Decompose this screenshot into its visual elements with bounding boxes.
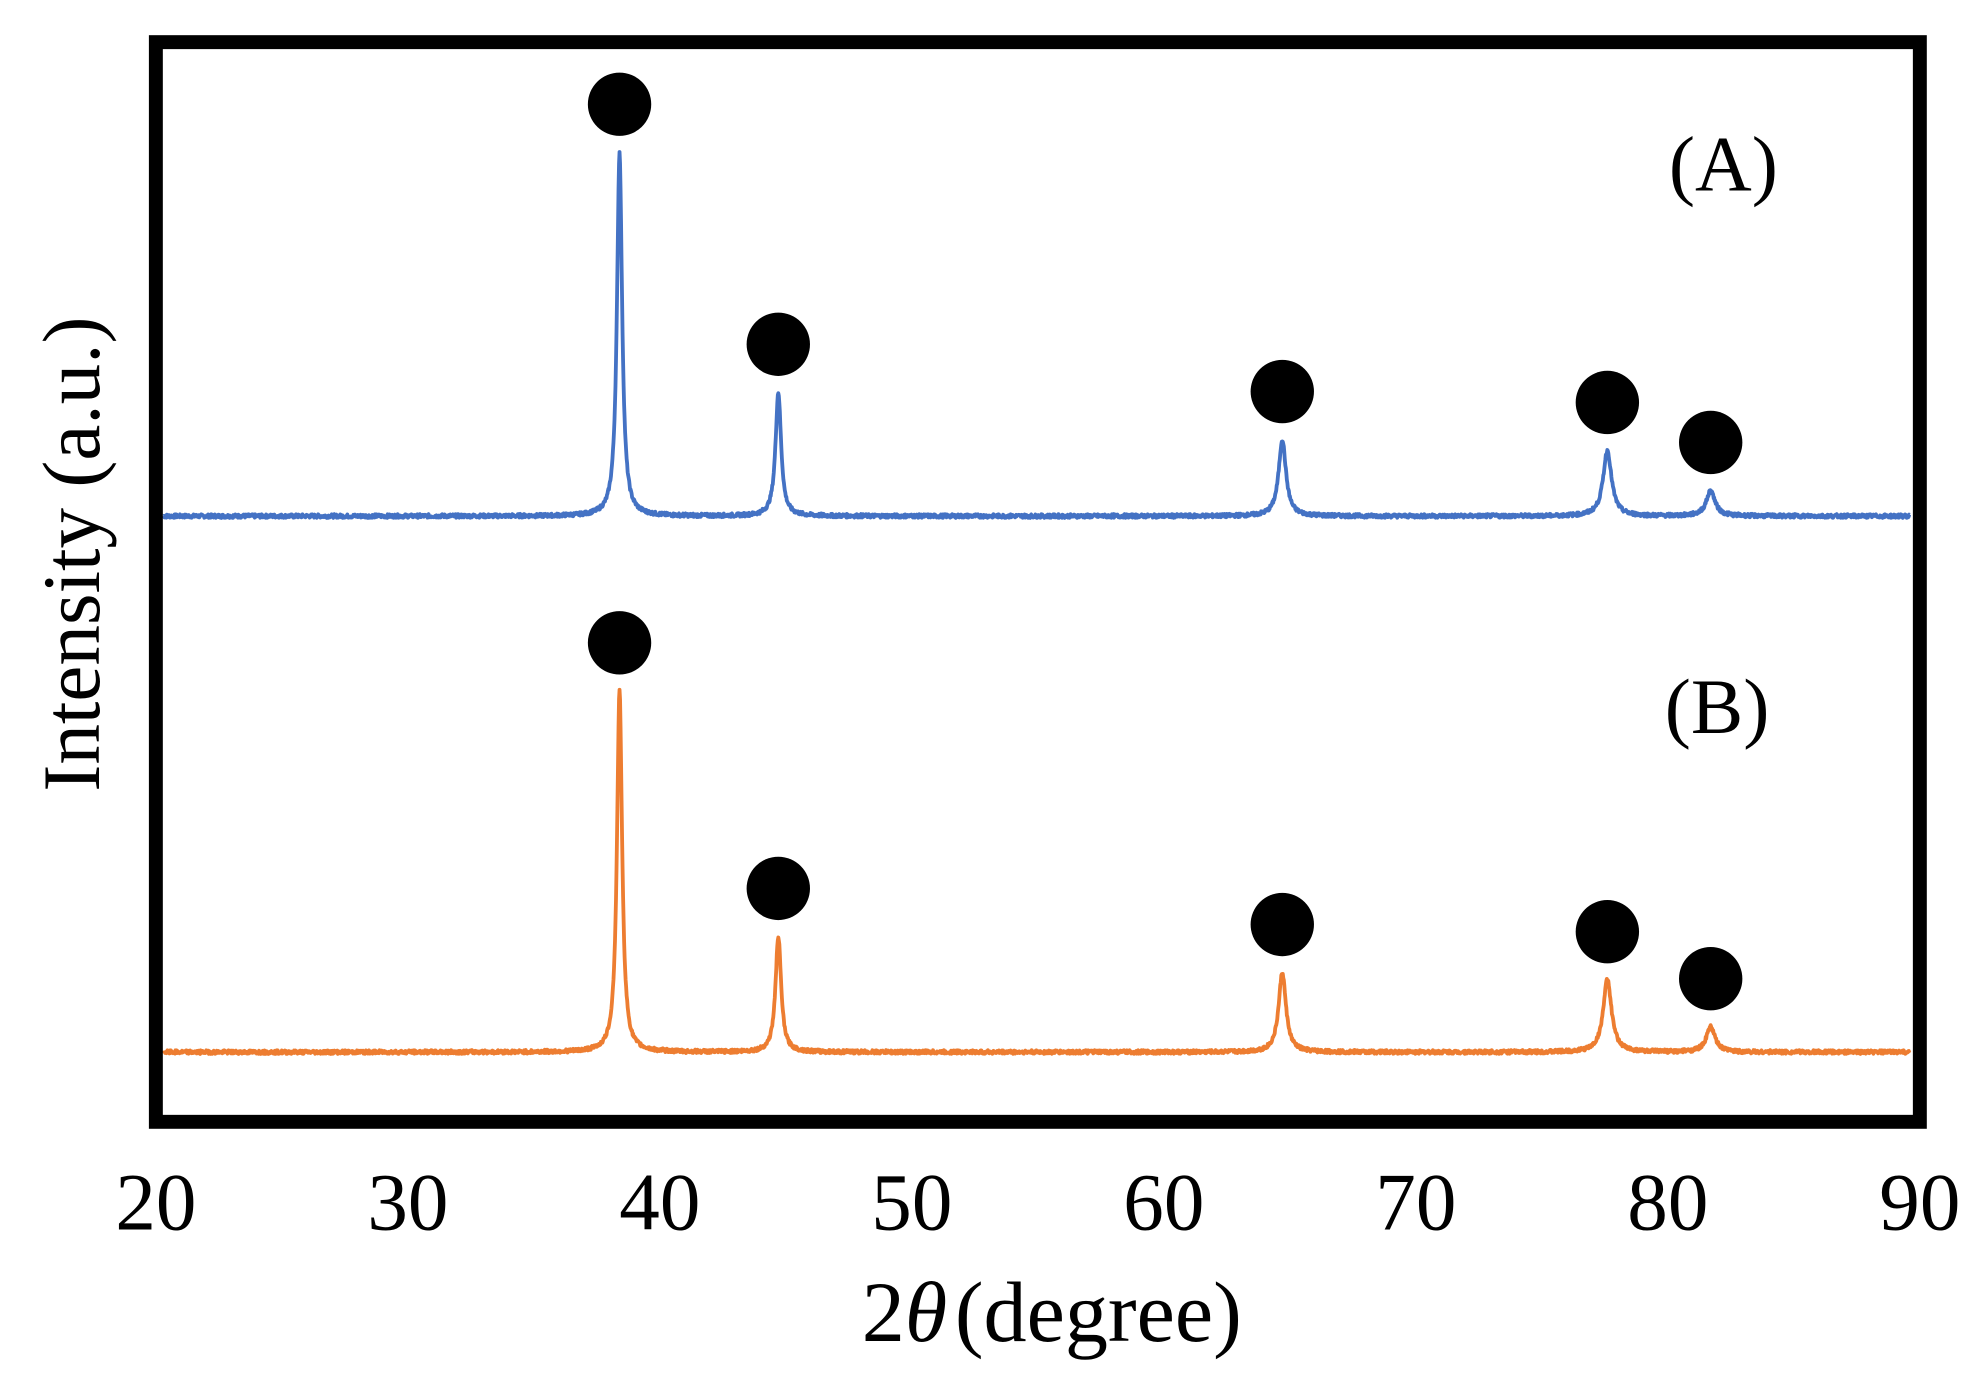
series-label-a: (A) xyxy=(1669,120,1778,207)
peak-marker xyxy=(587,72,652,136)
x-axis-label-prefix: 2 xyxy=(862,1264,905,1360)
series-line-a xyxy=(162,150,1912,520)
peak-marker xyxy=(1250,359,1314,424)
peak-marker xyxy=(587,611,652,675)
plot-area xyxy=(161,150,1912,1056)
peak-marker xyxy=(1679,410,1743,475)
x-tick-label: 40 xyxy=(619,1158,700,1248)
series-line-b xyxy=(161,687,1912,1056)
peak-marker xyxy=(746,312,810,376)
x-axis-label: 2θ (degree) xyxy=(862,1264,1242,1360)
peak-marker xyxy=(1575,370,1640,435)
x-tick-label: 80 xyxy=(1627,1158,1708,1248)
x-tick-label: 60 xyxy=(1123,1158,1204,1248)
peak-marker xyxy=(1575,900,1640,964)
x-tick-label: 70 xyxy=(1375,1158,1456,1248)
x-axis-label-suffix: (degree) xyxy=(955,1264,1242,1360)
x-tick-label: 90 xyxy=(1879,1158,1960,1248)
peak-marker xyxy=(746,856,810,921)
x-tick-label: 50 xyxy=(871,1158,952,1248)
peak-marker xyxy=(1679,947,1743,1011)
x-tick-label: 20 xyxy=(115,1158,196,1248)
series-label-b: (B) xyxy=(1665,663,1770,750)
x-tick-label: 30 xyxy=(367,1158,448,1248)
peak-marker xyxy=(1250,892,1314,957)
x-axis-label-theta: θ xyxy=(905,1264,947,1360)
peak-markers xyxy=(587,72,1743,1011)
x-tick-labels: 20 30 40 50 60 70 80 90 xyxy=(115,1158,1960,1248)
y-axis-label: Intensity (a.u.) xyxy=(27,317,117,792)
plot-frame xyxy=(148,35,1927,1129)
